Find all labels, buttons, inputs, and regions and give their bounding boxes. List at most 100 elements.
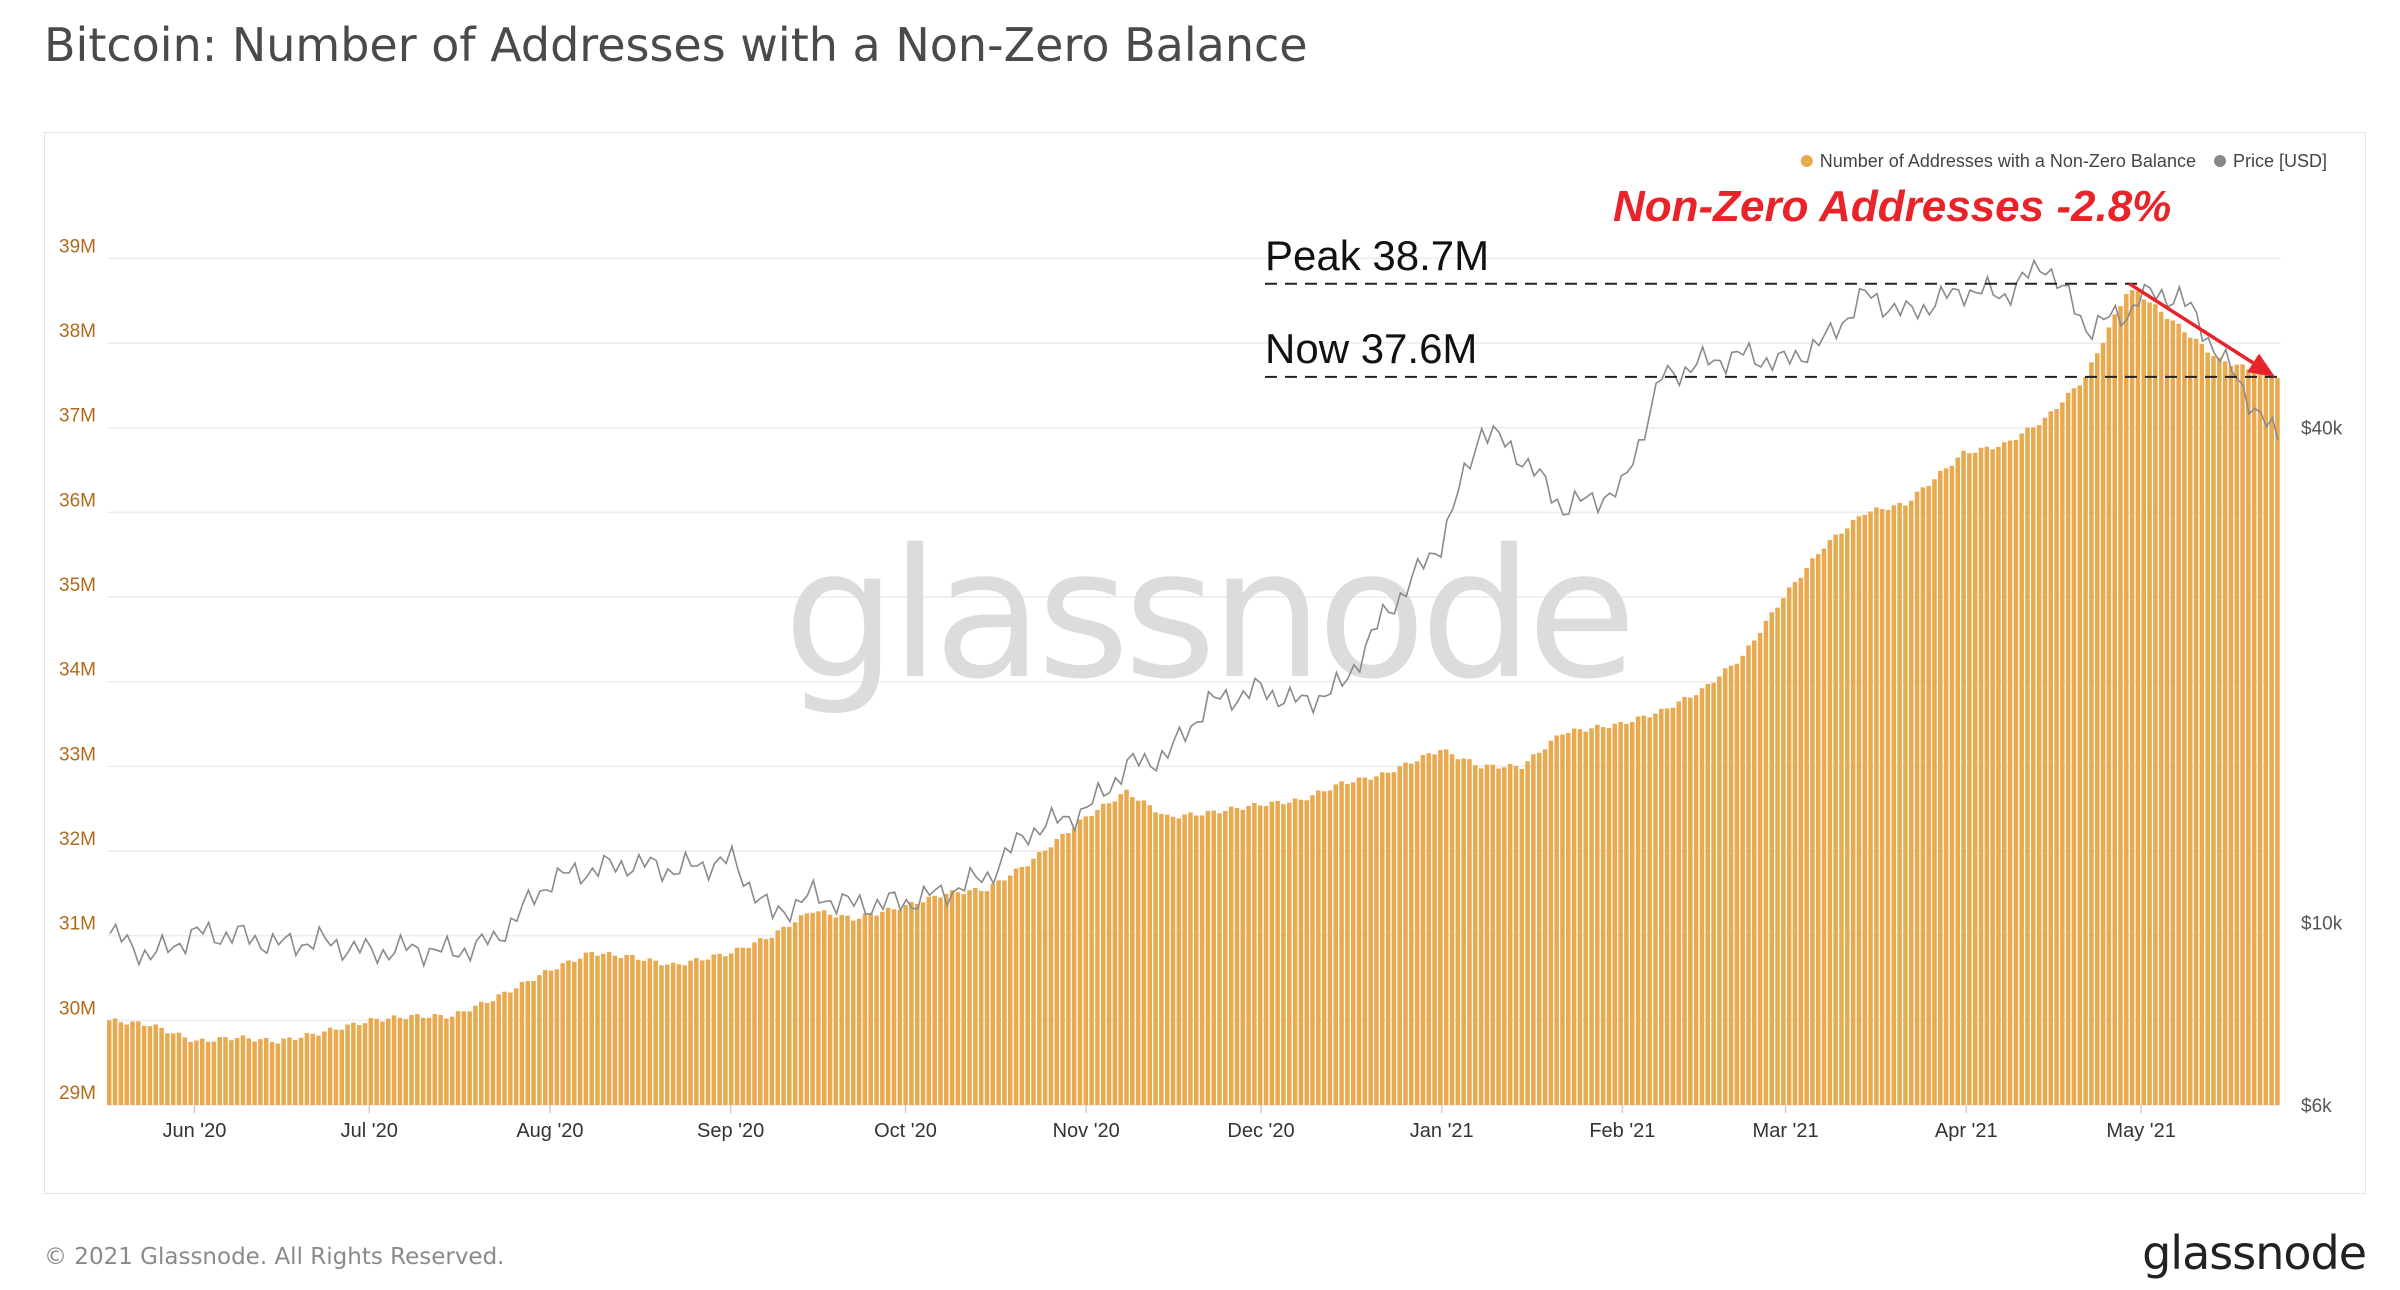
address-bar bbox=[2176, 323, 2181, 1105]
address-bar bbox=[287, 1037, 292, 1105]
address-bar bbox=[583, 952, 589, 1105]
address-bar bbox=[1781, 598, 1786, 1105]
address-bar bbox=[502, 991, 507, 1105]
address-bar bbox=[2257, 370, 2263, 1105]
address-bar bbox=[2228, 365, 2234, 1105]
address-bar bbox=[728, 953, 734, 1105]
address-bar bbox=[1368, 779, 1373, 1105]
address-bar bbox=[2193, 338, 2199, 1105]
address-bar bbox=[1740, 655, 1745, 1105]
address-bar bbox=[1484, 764, 1490, 1105]
address-bar bbox=[1618, 721, 1623, 1105]
address-bar bbox=[705, 959, 711, 1105]
address-bar bbox=[723, 956, 728, 1105]
x-axis: Jun '20 Jul '20 Aug '20 Sep '20 Oct '20 Nov '… bbox=[162, 1105, 2176, 1142]
address-bar bbox=[1874, 507, 1879, 1105]
legend-label: Number of Addresses with a Non-Zero Bala… bbox=[1820, 151, 2196, 171]
address-bar bbox=[1967, 453, 1972, 1105]
address-bar bbox=[2158, 311, 2164, 1105]
address-bar bbox=[1188, 812, 1193, 1105]
address-bar bbox=[2094, 353, 2100, 1105]
address-bar bbox=[1269, 801, 1275, 1105]
address-bar bbox=[1095, 809, 1100, 1105]
address-bar bbox=[397, 1017, 403, 1105]
address-bar bbox=[1089, 816, 1094, 1105]
address-bar bbox=[170, 1033, 176, 1105]
address-bar bbox=[973, 887, 978, 1105]
address-bar bbox=[810, 912, 815, 1105]
annotations: Peak 38.7M Now 37.6M Non-Zero Addresses … bbox=[1265, 182, 2283, 378]
address-bar bbox=[874, 915, 879, 1105]
address-bar bbox=[601, 953, 606, 1105]
address-bar bbox=[665, 964, 670, 1105]
address-bar bbox=[630, 954, 635, 1105]
address-bar bbox=[1281, 804, 1286, 1105]
address-bar bbox=[1850, 519, 1856, 1105]
address-bar bbox=[1804, 567, 1809, 1105]
address-bar bbox=[1455, 759, 1461, 1105]
address-bar bbox=[508, 992, 513, 1105]
address-bar bbox=[327, 1027, 333, 1105]
address-bar bbox=[938, 897, 943, 1105]
address-bar bbox=[1246, 805, 1251, 1105]
address-bar bbox=[1711, 682, 1716, 1105]
address-bar bbox=[932, 895, 937, 1105]
address-bar bbox=[2007, 440, 2013, 1105]
address-bar bbox=[2240, 364, 2245, 1105]
chart-svg: glassnode 29M 30M 31M 32M 33M 34M 35M 36M 37M 38M… bbox=[59, 151, 2343, 1142]
address-bar bbox=[868, 913, 873, 1105]
address-bar bbox=[2246, 369, 2251, 1105]
address-bar bbox=[2019, 433, 2024, 1105]
left-axis-tick-label: 31M bbox=[59, 914, 96, 935]
address-bar bbox=[217, 1037, 222, 1105]
address-bar bbox=[554, 969, 560, 1105]
left-y-axis: 29M 30M 31M 32M 33M 34M 35M 36M 37M 38M 39M bbox=[59, 236, 96, 1104]
left-axis-tick-label: 38M bbox=[59, 321, 96, 342]
address-bar bbox=[1066, 833, 1071, 1105]
address-bar bbox=[1071, 827, 1077, 1105]
address-bar bbox=[2083, 377, 2088, 1105]
address-bar bbox=[1589, 728, 1594, 1105]
address-bar bbox=[420, 1017, 426, 1105]
address-bar bbox=[1996, 446, 2001, 1105]
address-bar bbox=[1548, 740, 1554, 1105]
address-bar bbox=[1571, 728, 1577, 1105]
address-bar bbox=[1513, 765, 1519, 1105]
address-bar bbox=[1990, 449, 1995, 1105]
address-bar bbox=[1659, 708, 1664, 1105]
x-axis-tick-label: Dec '20 bbox=[1227, 1120, 1294, 1142]
address-bar bbox=[374, 1018, 379, 1105]
left-axis-tick-label: 30M bbox=[59, 998, 96, 1019]
address-bar bbox=[1345, 783, 1350, 1105]
address-bar bbox=[147, 1026, 153, 1105]
address-bar bbox=[903, 905, 908, 1105]
address-bar bbox=[2141, 299, 2146, 1105]
address-bar bbox=[676, 964, 682, 1105]
address-bar bbox=[1920, 487, 1926, 1105]
address-bar bbox=[1507, 763, 1513, 1105]
chart-legend: Price [USD] Number of Addresses with a No… bbox=[1800, 151, 2327, 171]
address-bar bbox=[1397, 766, 1402, 1105]
address-bar bbox=[1153, 812, 1158, 1105]
address-bar bbox=[409, 1015, 414, 1105]
address-bar bbox=[1240, 809, 1246, 1105]
address-bar bbox=[827, 914, 833, 1105]
x-axis-tick-label: Aug '20 bbox=[516, 1120, 583, 1142]
address-bar bbox=[1600, 727, 1606, 1105]
address-bar bbox=[1025, 866, 1030, 1105]
address-bar bbox=[229, 1040, 234, 1105]
address-bar bbox=[467, 1011, 472, 1105]
address-bar bbox=[1409, 763, 1414, 1105]
address-bar bbox=[1647, 717, 1652, 1105]
address-bar bbox=[275, 1043, 281, 1105]
address-bar bbox=[572, 961, 577, 1105]
address-bar bbox=[1490, 764, 1495, 1105]
chart-frame: glassnode 29M 30M 31M 32M 33M 34M 35M 36M 37M 38M… bbox=[44, 132, 2366, 1194]
x-axis-tick-label: Jul '20 bbox=[341, 1120, 398, 1142]
address-bar bbox=[897, 909, 903, 1105]
address-bar bbox=[734, 947, 740, 1105]
address-bar bbox=[1007, 875, 1013, 1105]
address-bar bbox=[1664, 708, 1670, 1105]
address-bar bbox=[1211, 810, 1216, 1105]
address-bar bbox=[1420, 755, 1426, 1105]
